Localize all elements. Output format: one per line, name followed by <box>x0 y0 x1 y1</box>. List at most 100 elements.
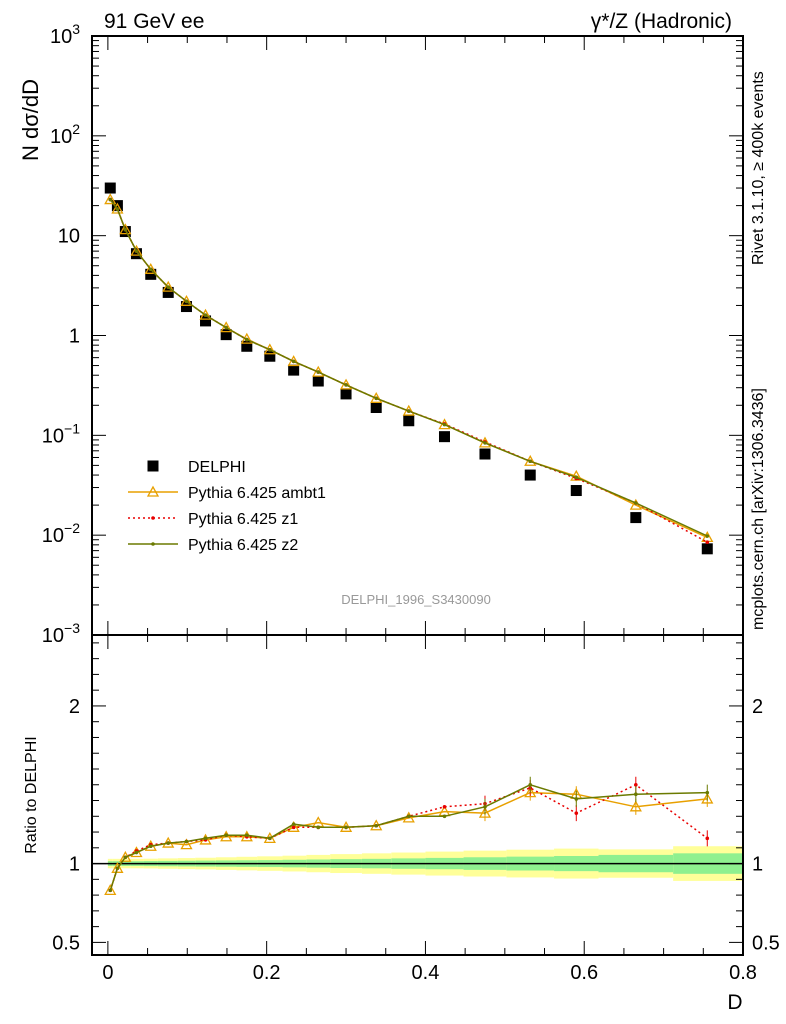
side-text-mcplots: mcplots.cern.ch [arXiv:1306.3436] <box>750 388 767 630</box>
series-marker-z2 <box>574 475 579 480</box>
ratio-marker-z2 <box>406 814 411 819</box>
ratio-marker-z1 <box>291 825 296 830</box>
ratio-axis-ticks <box>92 635 744 955</box>
ratio-marker-z1 <box>705 836 710 841</box>
legend-marker-z1 <box>151 516 155 520</box>
data-point-delphi <box>701 543 713 555</box>
legend-label: DELPHI <box>188 459 246 476</box>
header-left-label: 91 GeV ee <box>104 10 204 33</box>
legend-marker-delphi <box>147 460 159 472</box>
series-marker-z2 <box>166 285 171 289</box>
data-point-delphi <box>180 301 192 313</box>
ratio-y-tick-label-left: 1 <box>69 854 80 876</box>
legend-label: Pythia 6.425 z1 <box>188 511 298 528</box>
side-text-rivet: Rivet 3.1.10, ≥ 400k events <box>750 71 767 265</box>
ratio-marker-z2 <box>705 790 710 795</box>
ratio-marker-z2 <box>574 797 579 801</box>
data-point-delphi <box>104 182 116 194</box>
legend-marker-ambt1 <box>146 485 160 497</box>
series-marker-z2 <box>483 441 487 445</box>
ratio-marker-z1 <box>574 811 579 815</box>
y-tick-label: 1 <box>69 326 80 348</box>
data-point-delphi <box>264 350 276 362</box>
ratio-marker-ambt1 <box>629 800 642 812</box>
data-point-delphi <box>111 200 123 212</box>
main-panel: N dσ/dD DELPHI_1996_S3430090 10310210110… <box>18 21 744 647</box>
ratio-marker-z2 <box>483 805 487 809</box>
series-marker-ambt1 <box>180 294 193 306</box>
x-tick-label: 0.2 <box>253 962 281 984</box>
series-marker-z2 <box>203 313 208 317</box>
series-marker-ambt1 <box>220 321 233 333</box>
legend-label: Pythia 6.425 ambt1 <box>188 485 326 502</box>
series-marker-z2 <box>115 207 120 211</box>
ratio-marker-z2 <box>115 866 120 871</box>
watermark: DELPHI_1996_S3430090 <box>341 592 491 607</box>
x-tick-label: 0 <box>102 962 113 984</box>
ratio-marker-z2 <box>528 782 533 787</box>
ratio-marker-z2 <box>148 844 153 849</box>
ratio-y-tick-label-right: 2 <box>752 696 763 718</box>
series-marker-z2 <box>344 383 348 387</box>
ratio-marker-ambt1 <box>701 792 714 804</box>
data-point-delphi <box>524 469 536 481</box>
ratio-marker-z2 <box>344 825 348 830</box>
ratio-marker-z2 <box>291 822 296 826</box>
ratio-marker-z2 <box>108 888 113 893</box>
ratio-marker-ambt1 <box>287 820 300 832</box>
ratio-tick-labels: 0.5 0.5 1 1 2 2 0 0.2 0.4 0.6 0.8 <box>52 696 780 984</box>
ratio-marker-z1 <box>634 782 638 787</box>
data-point-delphi <box>438 431 450 443</box>
legend-marker-z2 <box>151 542 155 546</box>
ratio-marker-z2 <box>134 850 139 855</box>
ratio-panel: 0.5 0.51 12 20 0.2 0.4 0.6 0.8 Ratio to DELPHI … <box>23 634 780 1014</box>
main-ylabel: N dσ/dD <box>18 79 43 161</box>
series-marker-z2 <box>184 299 189 304</box>
ratio-line-z2 <box>109 783 708 891</box>
ratio-marker-z2 <box>316 825 321 830</box>
series-marker-z2 <box>528 459 533 464</box>
series-marker-ambt1 <box>104 193 117 205</box>
data-point-delphi <box>370 402 382 414</box>
series-marker-ambt1 <box>144 262 157 274</box>
series-marker-ambt1 <box>130 244 143 256</box>
data-point-delphi <box>479 448 491 460</box>
data-point-delphi <box>288 364 300 376</box>
data-point-delphi <box>200 315 212 327</box>
x-tick-label: 0.8 <box>729 962 757 984</box>
ratio-marker-z2 <box>374 823 379 828</box>
ratio-marker-ambt1 <box>524 786 537 798</box>
y-tick-label: 10−1 <box>42 420 80 447</box>
series-marker-z2 <box>245 337 249 342</box>
x-tick-label: 0.4 <box>412 962 440 984</box>
series-marker-z2 <box>268 347 272 352</box>
main-series-layer <box>104 182 714 555</box>
data-point-delphi <box>403 415 415 427</box>
series-marker-z2 <box>134 249 139 253</box>
ratio-marker-ambt1 <box>111 861 124 873</box>
header-right-label: γ*/Z (Hadronic) <box>591 10 732 33</box>
y-tick-label: 103 <box>50 21 80 48</box>
data-point-delphi <box>145 268 157 280</box>
y-tick-label: 102 <box>50 121 80 148</box>
series-marker-z2 <box>406 409 411 413</box>
ratio-marker-z2 <box>203 836 208 841</box>
ratio-xlabel: D <box>727 991 742 1014</box>
ratio-marker-z2 <box>166 841 171 845</box>
series-marker-z2 <box>291 359 296 364</box>
ratio-marker-z2 <box>268 836 272 841</box>
series-marker-ambt1 <box>111 202 124 214</box>
ratio-marker-z2 <box>123 855 128 860</box>
data-point-delphi <box>162 286 174 298</box>
series-marker-ambt1 <box>199 308 212 320</box>
ratio-marker-z2 <box>224 833 228 837</box>
series-marker-z2 <box>634 501 638 505</box>
ratio-y-tick-label-right: 1 <box>752 854 763 876</box>
y-tick-label: 10 <box>58 226 80 248</box>
ratio-frame <box>91 634 744 956</box>
series-marker-z2 <box>108 197 113 202</box>
ratio-marker-z2 <box>184 839 189 844</box>
ratio-y-tick-label-left: 2 <box>69 696 80 718</box>
